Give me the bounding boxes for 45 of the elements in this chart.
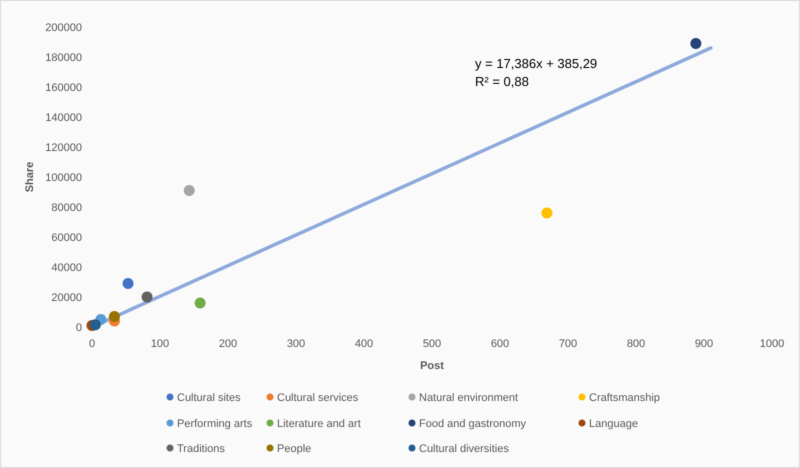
legend-label: Food and gastronomy <box>419 418 527 430</box>
legend-label: Traditions <box>177 443 226 455</box>
point <box>194 298 206 308</box>
x-tick-label: 100 <box>150 338 170 350</box>
legend-label: Cultural diversities <box>419 443 510 455</box>
y-tick-label: 40000 <box>51 262 82 274</box>
y-tick-label: 80000 <box>51 202 82 214</box>
annotation: R² = 0,88 <box>475 74 529 89</box>
legend-label: Craftsmanship <box>589 392 660 404</box>
x-tick-label: 900 <box>694 338 714 350</box>
point <box>108 311 120 322</box>
legend-label: Natural environment <box>419 392 518 404</box>
point <box>90 319 101 330</box>
x-tick-label: 600 <box>490 338 510 350</box>
y-tick-label: 60000 <box>51 232 82 244</box>
annotation: y = 17,386x + 385,29 <box>475 56 598 71</box>
y-tick-label: 100000 <box>45 172 82 184</box>
x-tick-label: 500 <box>422 338 442 350</box>
legend-label: Cultural services <box>277 392 359 404</box>
x-tick-label: 800 <box>626 338 646 350</box>
x-axis-title: Post <box>420 360 444 372</box>
x-tick-label: 1000 <box>760 338 784 350</box>
x-tick-label: 300 <box>286 338 306 350</box>
legend-label: Language <box>589 418 638 430</box>
point <box>184 185 195 196</box>
y-tick-label: 160000 <box>45 82 82 94</box>
x-tick-label: 200 <box>218 338 238 350</box>
legend-label: People <box>277 443 312 455</box>
legend-label: Literature and art <box>277 418 361 430</box>
y-tick-label: 20000 <box>51 292 82 304</box>
y-tick-label: 120000 <box>45 142 82 154</box>
x-tick-label: 700 <box>558 338 578 350</box>
point <box>122 278 134 289</box>
point <box>690 38 702 49</box>
y-tick-label: 0 <box>76 322 82 334</box>
x-tick-label: 0 <box>88 338 96 350</box>
point <box>142 292 153 302</box>
y-tick-label: 140000 <box>45 112 82 124</box>
legend-label: Cultural sites <box>177 392 242 404</box>
y-tick-label: 200000 <box>45 22 82 34</box>
x-tick-label: 400 <box>354 338 374 350</box>
y-axis-title: Share <box>24 162 36 192</box>
y-tick-label: 180000 <box>45 52 82 64</box>
point <box>541 208 552 218</box>
legend-label: Performing arts <box>177 418 253 430</box>
